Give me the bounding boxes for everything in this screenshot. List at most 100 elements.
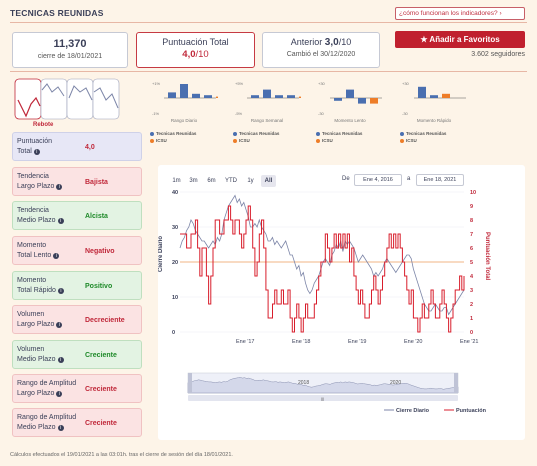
info-icon[interactable]: i xyxy=(57,288,64,294)
indicator-label: Momento Total Rápido i xyxy=(17,276,64,296)
indicator-label-line2: Largo Plazo i xyxy=(17,182,63,192)
y2-tick-label: 3 xyxy=(470,288,473,294)
range-button-3m[interactable]: 3m xyxy=(189,178,198,184)
range-button-6m[interactable]: 6m xyxy=(207,178,216,184)
navigator-handle-right xyxy=(454,373,458,393)
navigator-scrollbar xyxy=(188,395,458,401)
pattern-sparkline xyxy=(14,78,120,120)
indicators-help-link[interactable]: ¿cómo funcionan los indicadores? › xyxy=(395,7,525,20)
mini-chart-label: Momento Rápido xyxy=(416,118,452,123)
pattern-label: Rebote xyxy=(33,122,54,128)
to-date-input[interactable]: Ene 18, 2021 xyxy=(416,174,464,186)
mini-axis-top: +1% xyxy=(152,81,161,86)
mini-bar-chart: +30 -30 xyxy=(402,81,466,116)
score-box: Puntuación Total 4,0/10 xyxy=(136,32,255,68)
y2-tick-label: 5 xyxy=(470,260,473,266)
y-tick-label: 40 xyxy=(172,190,178,196)
range-button-1y[interactable]: 1y xyxy=(247,178,254,184)
price-score-chart: 0 10 20 30 40 0 1 2 3 4 5 6 7 8 9 10 Cierre Diario Puntua… xyxy=(158,190,490,414)
mini-legend: Tecnicas Reunidas ICSU xyxy=(316,130,384,144)
range-button-ytd[interactable]: YTD xyxy=(225,178,237,184)
pattern-line xyxy=(93,87,119,109)
info-icon[interactable]: i xyxy=(57,218,64,224)
mini-bar xyxy=(263,89,271,98)
indicator-label-line1: Tendencia xyxy=(17,207,49,214)
mini-bar-icsu xyxy=(299,96,307,98)
mini-bar xyxy=(430,95,438,98)
score-title: Puntuación Total xyxy=(162,37,229,47)
indicator-label-line2: Largo Plazo i xyxy=(17,320,63,330)
indicator-label-line2: Total Lento i xyxy=(17,251,60,261)
info-icon[interactable]: i xyxy=(33,149,40,155)
mini-legend: Tecnicas Reunidas ICSU xyxy=(233,130,301,144)
last-price: 11,370 xyxy=(53,38,87,50)
navigator-grip: ||| xyxy=(321,396,324,401)
indicator-value: 4,0 xyxy=(85,144,95,151)
mini-bar-icsu xyxy=(216,96,224,98)
previous-score-box: Anterior 3,0/10 Cambió el 30/12/2020 xyxy=(262,32,380,68)
indicator-label: Momento Total Lento i xyxy=(17,241,60,261)
y-tick-label: 10 xyxy=(172,295,178,301)
indicator-label-line1: Puntuación xyxy=(17,138,53,145)
footer-note: Cálculos efectuados el 19/01/2021 a las … xyxy=(10,452,233,458)
mini-legend: Tecnicas Reunidas ICSU xyxy=(400,130,468,144)
info-icon[interactable]: i xyxy=(57,425,64,431)
to-label: a xyxy=(407,176,411,182)
y2-tick-label: 9 xyxy=(470,204,473,210)
indicator-card[interactable]: Puntuación Total i 4,0 xyxy=(12,132,142,161)
mini-bar xyxy=(275,95,283,98)
mini-axis-bottom: -30 xyxy=(318,111,325,116)
info-icon[interactable]: i xyxy=(57,357,64,363)
y2-tick-label: 2 xyxy=(470,302,473,308)
indicator-label-line1: Momento xyxy=(17,277,47,284)
legend-label-score: Puntuación xyxy=(456,408,487,414)
info-icon[interactable]: i xyxy=(56,322,63,328)
add-favorites-button[interactable]: ★ Añadir a Favoritos xyxy=(395,31,525,48)
pattern-frame xyxy=(66,78,94,120)
pattern-line xyxy=(68,85,93,101)
info-icon[interactable]: i xyxy=(56,391,63,397)
indicator-value: Positivo xyxy=(85,283,113,290)
indicator-card[interactable]: Volumen Medio Plazo i Creciente xyxy=(12,340,142,369)
indicator-label-line2: Total i xyxy=(17,147,52,157)
range-button-all[interactable]: All xyxy=(261,175,276,187)
mini-chart-0: +1% -1% Rango Diario Tecnicas Reunidas ICSU xyxy=(150,80,224,144)
indicator-label-line2: Largo Plazo i xyxy=(17,389,76,399)
indicator-card[interactable]: Momento Total Rápido i Positivo xyxy=(12,271,142,300)
indicator-label-line1: Rango de Amplitud xyxy=(17,380,77,387)
indicator-card[interactable]: Momento Total Lento i Negativo xyxy=(12,236,142,265)
indicator-label-line1: Momento xyxy=(17,242,47,249)
range-button-1m[interactable]: 1m xyxy=(172,178,181,184)
indicator-value: Creciente xyxy=(85,386,117,393)
indicator-value: Bajista xyxy=(85,179,108,186)
indicator-card[interactable]: Rango de Amplitud Largo Plazo i Creciente xyxy=(12,374,142,403)
from-label: De xyxy=(342,176,350,182)
y2-tick-label: 1 xyxy=(470,316,473,322)
page-title: TECNICAS REUNIDAS xyxy=(10,8,104,18)
mini-bar xyxy=(204,95,212,98)
mini-bar-chart: +30 -30 xyxy=(318,81,382,116)
indicator-card[interactable]: Tendencia Largo Plazo i Bajista xyxy=(12,167,142,196)
info-icon[interactable]: i xyxy=(53,253,60,259)
navigator-series xyxy=(187,377,459,394)
mini-bar-chart: +5% -5% xyxy=(235,81,307,116)
mini-chart-label: Momento Lento xyxy=(334,118,366,123)
info-icon[interactable]: i xyxy=(56,184,63,190)
x-tick-label: Ene '21 xyxy=(460,339,478,345)
indicator-card[interactable]: Rango de Amplitud Medio Plazo i Creciente xyxy=(12,408,142,437)
indicator-label: Volumen Largo Plazo i xyxy=(17,310,63,330)
mini-bar xyxy=(180,84,188,98)
x-tick-label: Ene '17 xyxy=(236,339,254,345)
indicator-card[interactable]: Tendencia Medio Plazo i Alcista xyxy=(12,201,142,230)
y-tick-label: 30 xyxy=(172,225,178,231)
indicator-label: Volumen Medio Plazo i xyxy=(17,345,64,365)
score-value: 4,0/10 xyxy=(182,49,209,60)
indicator-label-line1: Volumen xyxy=(17,311,45,318)
from-date-input[interactable]: Ene 4, 2016 xyxy=(354,174,402,186)
y-axis-label: Cierre Diario xyxy=(158,236,164,272)
indicator-card[interactable]: Volumen Largo Plazo i Decreciente xyxy=(12,305,142,334)
y2-tick-label: 10 xyxy=(470,190,476,196)
followers-count: 3.602 seguidores xyxy=(471,51,525,58)
y2-axis-label: Puntuación Total xyxy=(484,232,490,281)
y2-tick-label: 8 xyxy=(470,218,473,224)
